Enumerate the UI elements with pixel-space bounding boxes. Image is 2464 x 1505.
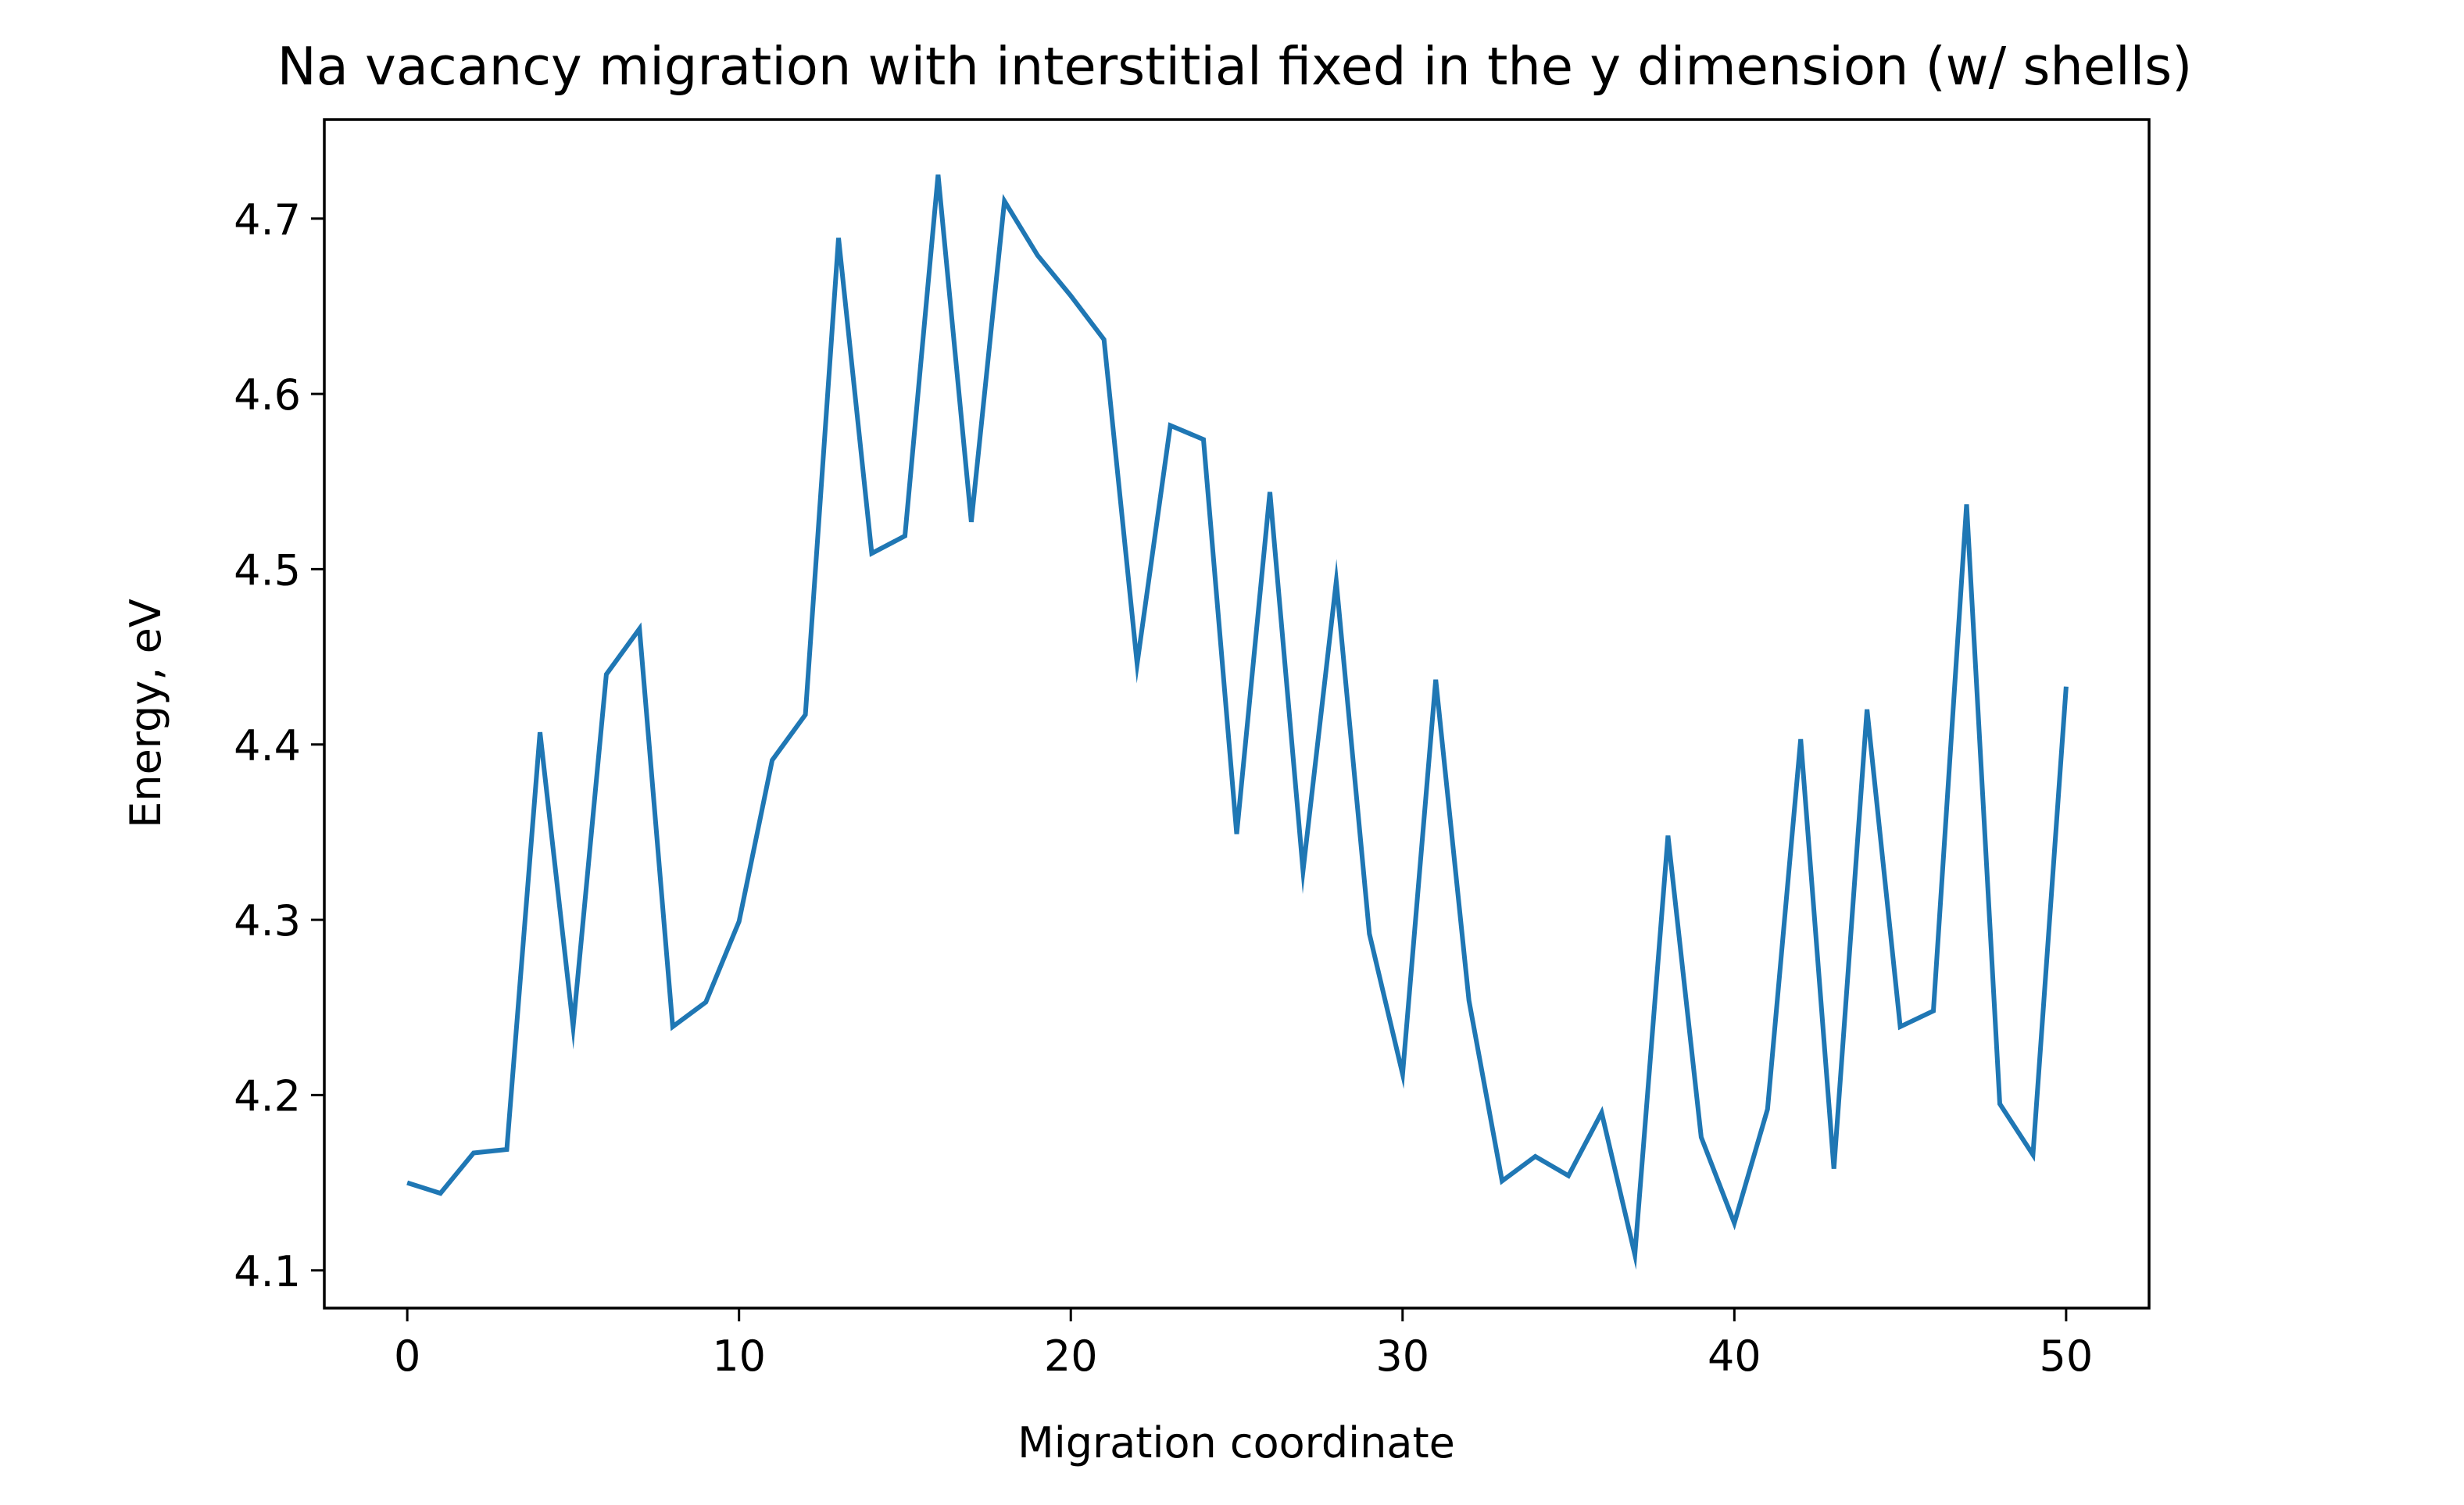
y-tick-label: 4.4 (234, 721, 301, 770)
chart-title: Na vacancy migration with interstitial f… (277, 36, 2193, 97)
x-tick-label: 40 (1708, 1332, 1761, 1381)
y-axis-label: Energy, eV (121, 599, 170, 828)
x-tick-label: 10 (712, 1332, 766, 1381)
y-tick-label: 4.3 (234, 896, 301, 946)
plot-frame (323, 118, 2151, 1310)
plot-area (323, 118, 2151, 1310)
y-tick-label: 4.6 (234, 370, 301, 420)
energy-series-line (406, 174, 2069, 1271)
y-tick-label: 4.5 (234, 545, 301, 595)
plot-background (324, 120, 2149, 1308)
x-tick-label: 20 (1044, 1332, 1098, 1381)
x-tick-label: 50 (2040, 1332, 2094, 1381)
y-axis: 4.1 4.2 4.3 4.4 4.5 4.6 4.7 (234, 195, 324, 1296)
x-axis: 0 10 20 30 40 50 (394, 1308, 2093, 1381)
x-tick-label: 0 (394, 1332, 420, 1381)
y-tick-label: 4.2 (234, 1071, 301, 1121)
series-layer (406, 174, 2069, 1271)
x-axis-label: Migration coordinate (1017, 1418, 1455, 1467)
y-tick-label: 4.7 (234, 195, 301, 245)
x-tick-label: 30 (1375, 1332, 1429, 1381)
y-tick-label: 4.1 (234, 1247, 301, 1296)
